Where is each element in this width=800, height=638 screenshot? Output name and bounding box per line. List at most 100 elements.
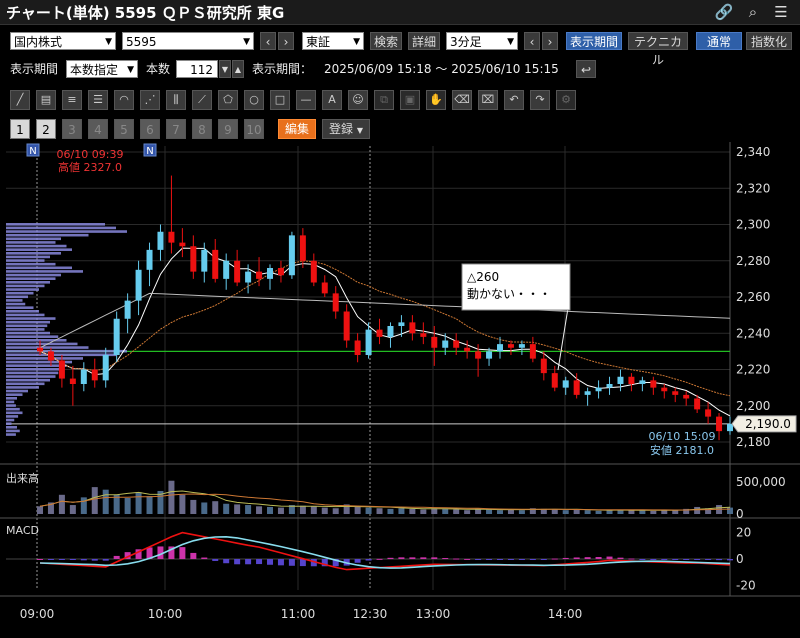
time-tick-label: 14:00 [548,607,583,621]
search-icon[interactable]: ⌕ [748,3,758,21]
horizontal-line-tool-icon[interactable]: — [296,90,316,110]
volume-bar [409,508,416,514]
emoji-icon-tool-icon[interactable]: ☺ [348,90,368,110]
volume-bar [507,509,514,514]
text-tool-icon[interactable]: A [322,90,342,110]
macd-histogram-bar [332,559,339,567]
technical-button[interactable]: テクニカル [628,32,688,67]
redo-icon[interactable]: ↷ [530,90,550,110]
macd-histogram-bar [540,559,547,560]
candle-body [288,235,295,276]
candle-body [201,249,208,272]
macd-histogram-bar [245,559,252,565]
exchange-select[interactable]: 東証 ▼ [302,32,364,50]
prev-interval-button[interactable]: ‹ [524,32,540,50]
volume-profile-bar [6,270,83,273]
pentagon-tool-icon[interactable]: ⬠ [218,90,238,110]
candle-body [179,242,186,247]
grid [0,142,800,597]
macd-histogram-bar [201,557,208,559]
volume-bar [80,497,87,514]
ruler-tool-icon[interactable]: ▤ [36,90,56,110]
volume-profile-bar [6,288,39,291]
volume-bar [113,494,120,514]
menu-icon[interactable]: ☰ [774,3,788,21]
volume-profile-bar [6,241,56,244]
vertical-lines-tool-icon[interactable]: ⫼ [166,90,186,110]
undo-icon[interactable]: ↶ [504,90,524,110]
eraser-all-icon[interactable]: ⌧ [478,90,498,110]
macd-histogram-bar [409,557,416,559]
search-button[interactable]: 検索 [370,32,402,50]
horizontal-lines-tool-icon[interactable]: ≡ [62,90,82,110]
reset-icon[interactable]: ↩ [576,60,596,78]
macd-histogram-bar [223,559,230,564]
arc-tool-icon[interactable]: ◠ [114,90,134,110]
macd-histogram-bar [672,559,679,560]
trendline-tool-icon[interactable]: ╱ [10,90,30,110]
macd-histogram-bar [299,559,306,567]
fibonacci-tool-icon[interactable]: ☰ [88,90,108,110]
volume-profile-bar [6,357,83,360]
macd-histogram-bar [584,557,591,559]
volume-bar [365,507,372,514]
tab-8: 8 [192,119,212,139]
volume-bar [277,507,284,514]
normal-button[interactable]: 通常 [696,32,742,50]
count-down-button[interactable]: ▼ [219,60,231,78]
count-input[interactable]: 112 [176,60,218,78]
fan-tool-icon[interactable]: ⋰ [140,90,160,110]
macd-histogram-bar [595,557,602,559]
chevron-down-icon: ▼ [353,37,360,47]
news-marker [143,143,157,157]
candle-body [518,344,525,348]
volume-profile-bar [6,400,15,404]
candles [37,175,733,441]
prev-code-button[interactable]: ‹ [260,32,276,50]
volume-profile-bar [6,306,34,309]
detail-button[interactable]: 詳細 [408,32,440,50]
market-type-select[interactable]: 国内株式 ▼ [10,32,116,50]
period-mode-select[interactable]: 本数指定 ▼ [66,60,138,78]
interval-select[interactable]: 3分足 ▼ [446,32,518,50]
eraser-icon[interactable]: ⌫ [452,90,472,110]
tab-2[interactable]: 2 [36,119,56,139]
market-type-value: 国内株式 [14,35,63,49]
circle-tool-icon[interactable]: ○ [244,90,264,110]
code-input[interactable]: 5595 ▼ [122,32,254,50]
news-marker-label: N [29,146,36,157]
gann-tool-icon[interactable]: ⟋ [192,90,212,110]
candle-body [80,369,87,384]
next-code-button[interactable]: › [278,32,294,50]
volume-profile-bar [6,233,89,237]
volume-profile-bar [6,422,12,425]
count-up-button[interactable]: ▲ [232,60,244,78]
volume-bar [69,505,76,514]
volume-profile-bar [6,302,26,306]
edit-button[interactable]: 編集 [278,119,316,139]
volume-profile-bar [6,320,50,324]
candle-body [716,416,723,432]
signal-line [39,535,731,569]
tab-1[interactable]: 1 [10,119,30,139]
next-interval-button[interactable]: › [542,32,558,50]
volume-bar [168,480,175,514]
rectangle-tool-icon[interactable]: □ [270,90,290,110]
register-button[interactable]: 登録 ▼ [322,119,370,139]
macd-histogram-bar [277,559,284,566]
candle-body [409,322,416,334]
candle-body [310,260,317,283]
volume-profile-bar [6,226,116,230]
volume-bar [639,510,646,514]
macd-histogram-bar [639,559,646,560]
candle-body [332,293,339,312]
macd-histogram-bar [716,559,723,561]
volume-bar [135,492,142,514]
index-button[interactable]: 指数化 [746,32,792,50]
display-period-button[interactable]: 表示期間 [566,32,622,50]
macd-histogram-bar [431,557,438,559]
candle-body [507,344,514,348]
link-icon[interactable]: 🔗 [714,3,734,21]
price-tick-label: 2,320 [736,181,770,195]
